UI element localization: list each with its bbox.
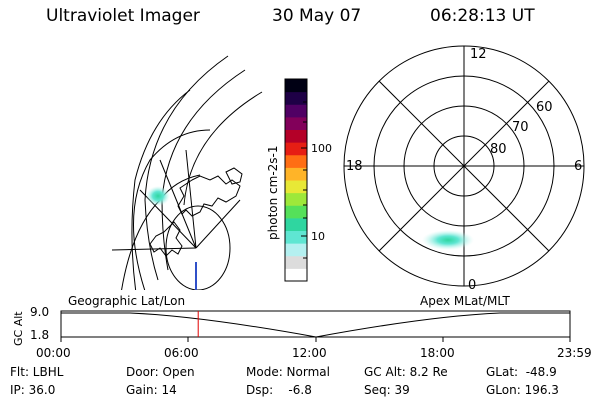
- colorbar-cell: [285, 230, 307, 244]
- colorbar-cell: [285, 255, 307, 269]
- geographic-caption: Geographic Lat/Lon: [68, 294, 185, 308]
- x-tick-label: 06:00: [164, 346, 199, 360]
- mlt-label-18: 18: [346, 159, 363, 174]
- glat-readout: GLat: -48.9: [486, 365, 557, 379]
- x-tick-label: 23:59: [557, 346, 592, 360]
- apex-caption: Apex MLat/MLT: [420, 294, 510, 308]
- meridian-line: [185, 149, 197, 249]
- mlt-line-diagonal: [378, 80, 550, 252]
- colorbar-cell: [285, 91, 307, 105]
- mlt-label-6: 6: [574, 159, 582, 174]
- coastline: [149, 221, 183, 257]
- colorbar-cell: [285, 192, 307, 206]
- instrument-title: Ultraviolet Imager: [46, 6, 200, 26]
- y-tick-label: 9.0: [30, 305, 49, 319]
- colorbar-cell: [285, 104, 307, 118]
- earth-limb-arc: [144, 55, 229, 281]
- colorbar-cell: [285, 167, 307, 181]
- colorbar-cell: [285, 154, 307, 168]
- colorbar: [284, 78, 308, 282]
- polar-plot: [343, 45, 585, 287]
- mlt-label-12: 12: [470, 47, 487, 62]
- filter-readout: Flt: LBHL: [10, 365, 64, 379]
- colorbar-cell: [285, 129, 307, 143]
- date-label: 30 May 07: [272, 6, 362, 26]
- auroral-emission-geo: [146, 186, 170, 206]
- coastline: [177, 175, 241, 217]
- colorbar-tick-label: 10: [311, 230, 325, 243]
- meridian-line: [133, 129, 211, 290]
- y-tick-label: 1.8: [30, 328, 49, 342]
- glon-readout: GLon: 196.3: [486, 383, 559, 397]
- gain-readout: Gain: 14: [126, 383, 177, 397]
- colorbar-cell: [285, 268, 307, 282]
- altitude-timeline: [60, 310, 571, 342]
- gc-alt-readout: GC Alt: 8.2 Re: [364, 365, 448, 379]
- pole-circle: [165, 205, 231, 290]
- meridian-line: [111, 247, 197, 251]
- x-tick-label: 18:00: [420, 346, 455, 360]
- colorbar-unit-label: photon cm-2s-1: [266, 146, 280, 241]
- coastline: [225, 167, 243, 185]
- mlt-label-0: 0: [468, 278, 476, 293]
- latitude-line: [131, 89, 191, 290]
- colorbar-cell: [285, 243, 307, 257]
- colorbar-cell: [285, 217, 307, 232]
- altitude-curve: [61, 312, 570, 338]
- latitude-line: [183, 91, 263, 206]
- lat-label-70: 70: [512, 120, 529, 135]
- x-tick-label: 00:00: [36, 346, 71, 360]
- ip-readout: IP: 36.0: [10, 383, 56, 397]
- colorbar-cell: [285, 205, 307, 219]
- seq-readout: Seq: 39: [364, 383, 410, 397]
- lat-label-80: 80: [490, 142, 507, 157]
- lat-label-60: 60: [536, 100, 553, 115]
- colorbar-cell: [285, 79, 307, 93]
- colorbar-tick-label: 100: [311, 142, 332, 155]
- time-label: 06:28:13 UT: [430, 6, 535, 26]
- colorbar-cell: [285, 116, 307, 131]
- colorbar-cell: [285, 180, 307, 194]
- auroral-emission-polar: [422, 230, 474, 250]
- colorbar-cell: [285, 142, 307, 156]
- geographic-map: [111, 55, 263, 290]
- mode-readout: Mode: Normal: [246, 365, 330, 379]
- dsp-readout: Dsp: -6.8: [246, 383, 312, 397]
- meridian-line: [195, 199, 241, 249]
- meridian-line: [159, 159, 197, 249]
- door-readout: Door: Open: [126, 365, 195, 379]
- timeline-ylabel: GC Alt: [12, 311, 25, 346]
- x-tick-label: 12:00: [292, 346, 327, 360]
